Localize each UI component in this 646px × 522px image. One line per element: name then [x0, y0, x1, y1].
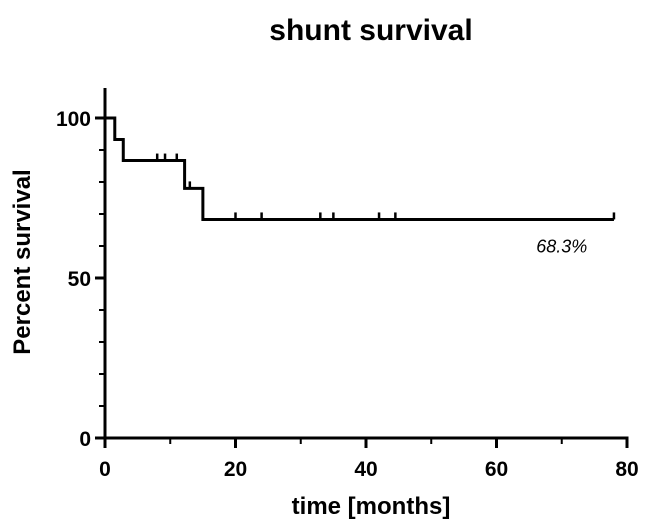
x-tick-label: 20	[224, 458, 247, 481]
x-tick-label: 40	[354, 458, 377, 481]
annotation-label: 68.3%	[536, 236, 587, 256]
survival-curve	[105, 116, 614, 221]
plot-area	[105, 116, 616, 221]
y-tick-label: 50	[68, 268, 91, 291]
y-tick-label: 100	[56, 108, 91, 131]
annotations: 68.3%	[536, 236, 587, 256]
axes: 0 20 40 60 80 0 50 100	[56, 88, 639, 481]
x-tick-label: 80	[615, 458, 638, 481]
y-tick-label: 0	[79, 428, 91, 451]
x-axis-label: time [months]	[292, 493, 451, 520]
y-axis-label: Percent survival	[9, 169, 36, 354]
x-tick-label: 0	[99, 458, 111, 481]
x-tick-label: 60	[485, 458, 508, 481]
chart-title: shunt survival	[269, 14, 472, 47]
